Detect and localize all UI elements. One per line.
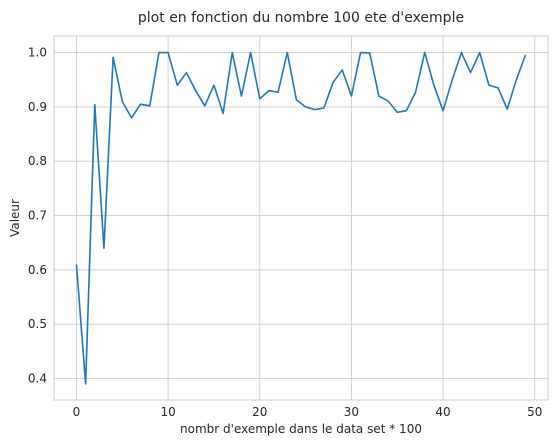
x-tick-label: 30 bbox=[344, 405, 359, 419]
chart-title: plot en fonction du nombre 100 ete d'exe… bbox=[138, 10, 464, 26]
x-tick-label: 50 bbox=[527, 405, 542, 419]
y-tick-labels: 0.4 0.5 0.6 0.7 0.8 0.9 1.0 bbox=[28, 46, 47, 386]
x-tick-label: 40 bbox=[435, 405, 450, 419]
x-tick-label: 10 bbox=[160, 405, 175, 419]
x-tick-label: 0 bbox=[73, 405, 81, 419]
y-tick-label: 0.6 bbox=[28, 263, 47, 277]
x-tick-label: 20 bbox=[252, 405, 267, 419]
x-gridlines bbox=[76, 36, 536, 400]
x-tick-labels: 0 10 20 30 40 50 bbox=[73, 405, 543, 419]
x-axis-title: nombr d'exemple dans le data set * 100 bbox=[180, 422, 422, 436]
y-tick-label: 0.9 bbox=[28, 100, 47, 114]
y-tick-label: 0.4 bbox=[28, 372, 47, 386]
y-axis-title: Valeur bbox=[8, 199, 22, 237]
y-tick-label: 0.8 bbox=[28, 154, 47, 168]
series-line bbox=[75, 51, 527, 385]
y-tick-label: 1.0 bbox=[28, 46, 47, 60]
series-layer bbox=[75, 51, 527, 385]
y-tick-label: 0.5 bbox=[28, 317, 47, 331]
plot-frame bbox=[53, 35, 549, 401]
y-tick-label: 0.7 bbox=[28, 209, 47, 223]
y-gridlines bbox=[54, 52, 548, 379]
